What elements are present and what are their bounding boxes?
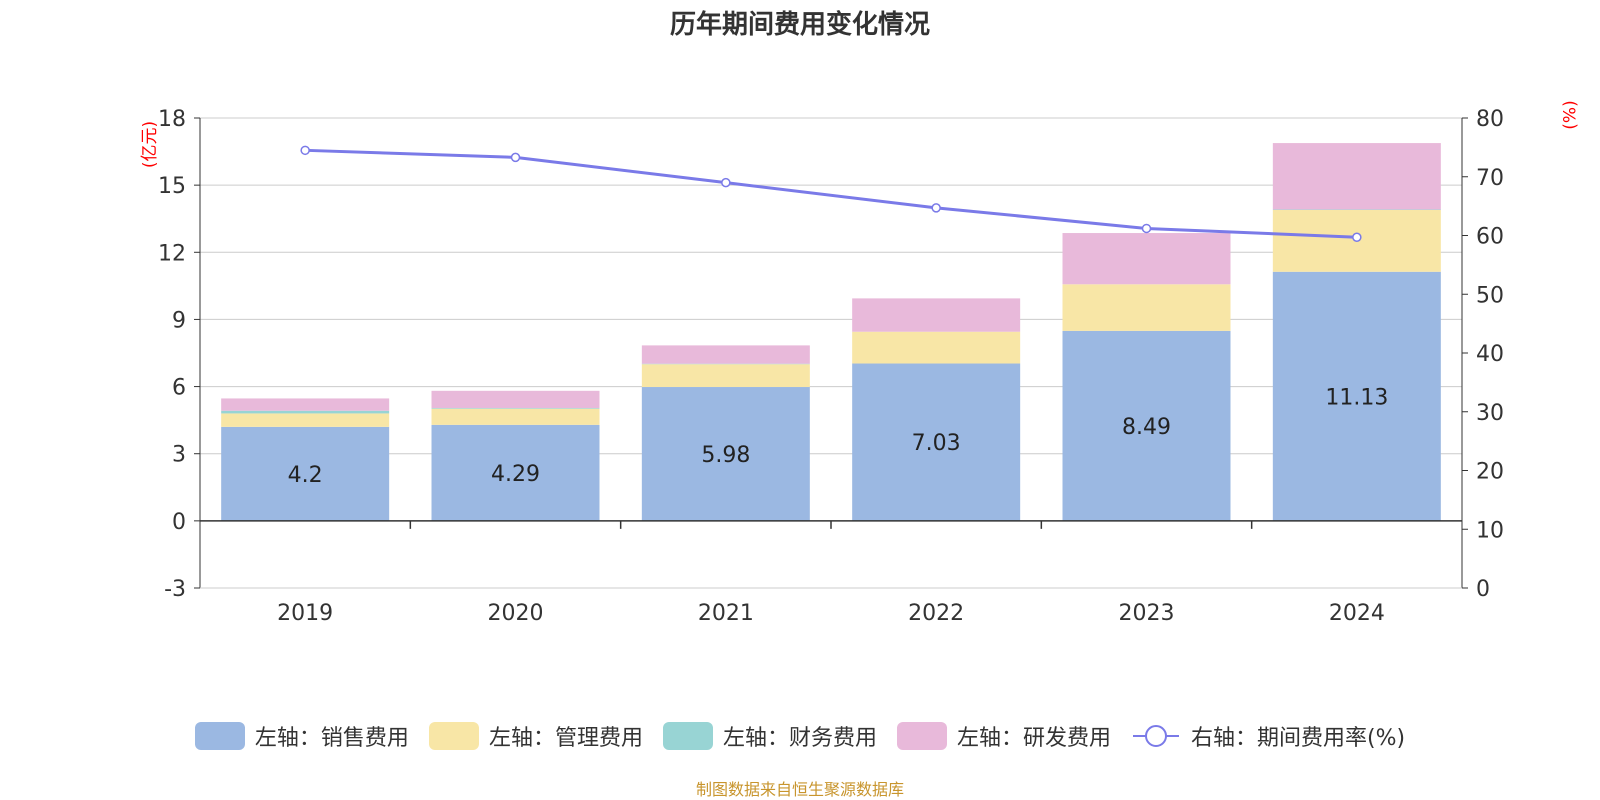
bar-rd-2023 <box>1062 233 1231 285</box>
legend-label-sales: 左轴：销售费用 <box>254 726 409 751</box>
y-right-tick-label: 60 <box>1476 225 1504 250</box>
x-tick-label-2024: 2024 <box>1329 601 1385 626</box>
x-tick-label-2022: 2022 <box>908 601 964 626</box>
y-left-tick-label: 0 <box>172 510 186 535</box>
data-source-note: 制图数据来自恒生聚源数据库 <box>695 780 904 799</box>
legend-item-finance[interactable]: 左轴：财务费用 <box>662 720 877 752</box>
bar-finance-2019 <box>221 410 390 414</box>
rate-point-2019 <box>300 145 310 156</box>
bar-admin-2019 <box>221 413 390 427</box>
bar-rd-2022 <box>852 298 1021 332</box>
bar-admin-2023 <box>1062 284 1231 331</box>
y-right-tick-label: 10 <box>1476 518 1504 543</box>
rate-point-2020 <box>510 152 521 163</box>
bar-admin-2020 <box>431 408 600 425</box>
legend-label-admin: 左轴：管理费用 <box>488 726 643 751</box>
legend-item-sales[interactable]: 左轴：销售费用 <box>194 720 409 752</box>
legend-swatch-rd <box>896 722 947 750</box>
chart-legend: 左轴：销售费用 左轴：管理费用 左轴：财务费用 左轴：研发费用 右轴：期间费用率… <box>0 720 1600 752</box>
legend-swatch-admin <box>428 722 479 750</box>
data-label-sales-2020: 4.29 <box>491 462 540 487</box>
chart-title: 历年期间费用变化情况 <box>669 10 930 40</box>
bar-rd-2020 <box>431 390 600 409</box>
data-label-sales-2021: 5.98 <box>701 443 750 468</box>
bar-rd-2019 <box>221 398 390 411</box>
bar-sales-2022 <box>852 363 1021 521</box>
y-left-tick-label: 15 <box>158 174 186 199</box>
bar-finance-2020 <box>431 408 600 409</box>
rate-point-2023 <box>1141 223 1152 234</box>
bar-sales-2020 <box>431 424 600 521</box>
legend-line-marker-icon <box>1132 725 1179 747</box>
y-left-tick-label: 3 <box>172 443 186 468</box>
rate-point-2022 <box>931 203 941 213</box>
y-right-tick-label: 70 <box>1476 166 1504 191</box>
rate-point-2021 <box>721 177 731 188</box>
data-label-sales-2024: 11.13 <box>1325 385 1388 410</box>
legend-swatch-sales <box>194 722 245 750</box>
bar-sales-2023 <box>1062 330 1231 521</box>
bar-admin-2021 <box>641 364 810 388</box>
y-right-tick-label: 20 <box>1476 460 1504 485</box>
bar-admin-2022 <box>852 331 1021 364</box>
y-right-tick-label: 0 <box>1476 577 1490 602</box>
y-right-tick-label: 30 <box>1476 401 1504 426</box>
data-label-sales-2022: 7.03 <box>912 431 961 456</box>
bar-sales-2021 <box>641 387 810 521</box>
y-left-tick-label: 18 <box>158 107 186 132</box>
y-left-tick-label: 12 <box>158 241 186 266</box>
legend-label-rate: 右轴：期间费用率(%) <box>1190 726 1406 751</box>
legend-label-finance: 左轴：财务费用 <box>722 726 877 751</box>
chart-plot: -3 0 3 6 9 12 15 18 0 10 20 30 40 50 60 70 80 2019 2020 202… <box>158 107 1504 626</box>
y-right-tick-label: 80 <box>1476 107 1504 132</box>
legend-label-rd: 左轴：研发费用 <box>956 726 1111 751</box>
x-tick-label-2021: 2021 <box>698 601 754 626</box>
x-tick-label-2023: 2023 <box>1119 601 1175 626</box>
legend-item-rate[interactable]: 右轴：期间费用率(%) <box>1131 720 1405 752</box>
legend-item-rd[interactable]: 左轴：研发费用 <box>896 720 1111 752</box>
rate-line <box>305 148 1357 239</box>
data-label-sales-2023: 8.49 <box>1122 415 1171 440</box>
x-tick-label-2020: 2020 <box>488 601 544 626</box>
bar-rd-2024 <box>1272 143 1441 210</box>
bar-rd-2021 <box>641 345 810 364</box>
legend-item-admin[interactable]: 左轴：管理费用 <box>428 720 643 752</box>
y-left-tick-label: -3 <box>164 577 186 602</box>
y-left-tick-label: 6 <box>172 376 186 401</box>
data-label-sales-2019: 4.2 <box>288 463 323 488</box>
bar-sales-2019 <box>221 426 390 521</box>
legend-swatch-finance <box>662 722 713 750</box>
x-tick-label-2019: 2019 <box>277 601 333 626</box>
rate-point-2024 <box>1352 232 1362 243</box>
y-right-tick-label: 40 <box>1476 342 1504 367</box>
y-left-tick-label: 9 <box>172 308 186 333</box>
y-right-tick-label: 50 <box>1476 283 1504 308</box>
bar-sales-2024 <box>1272 271 1441 521</box>
